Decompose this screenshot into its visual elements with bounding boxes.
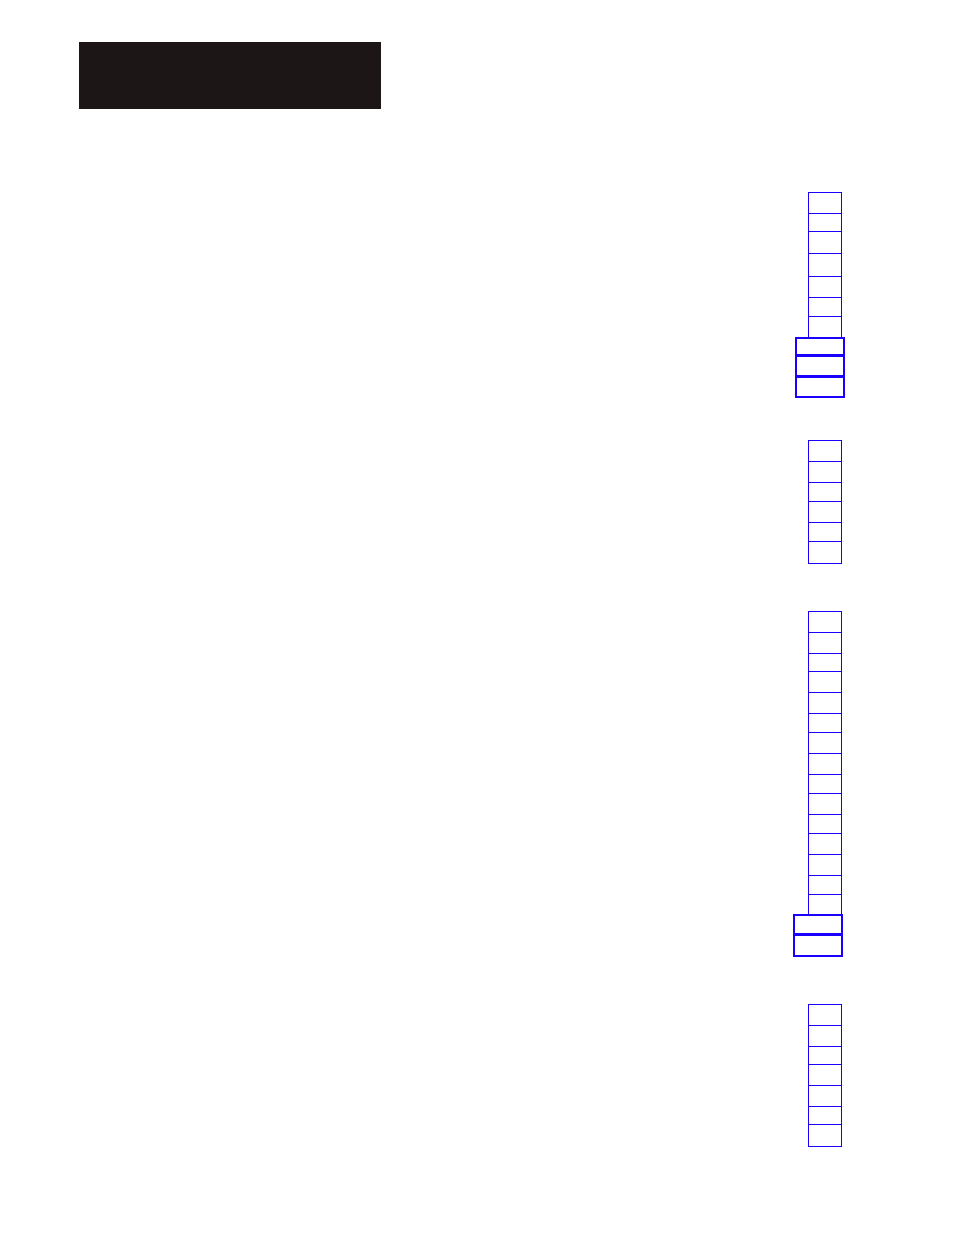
header-black-box: [79, 42, 381, 109]
link-cell[interactable]: [808, 653, 842, 672]
link-cell[interactable]: [808, 501, 842, 523]
link-cell[interactable]: [793, 914, 843, 935]
link-cell[interactable]: [808, 793, 842, 815]
link-cell[interactable]: [808, 1124, 842, 1147]
link-cell[interactable]: [808, 522, 842, 542]
link-cell[interactable]: [808, 814, 842, 834]
link-cell[interactable]: [795, 355, 845, 377]
link-cell[interactable]: [808, 316, 842, 338]
link-cell[interactable]: [808, 192, 842, 214]
link-cell[interactable]: [808, 611, 842, 633]
link-cell[interactable]: [808, 875, 842, 895]
link-cell[interactable]: [808, 1046, 842, 1065]
link-cell[interactable]: [808, 213, 842, 232]
link-cell[interactable]: [808, 774, 842, 794]
link-cell[interactable]: [795, 337, 845, 356]
link-cell[interactable]: [808, 713, 842, 733]
link-cell[interactable]: [808, 276, 842, 298]
link-cell[interactable]: [808, 1064, 842, 1086]
link-cell[interactable]: [808, 1085, 842, 1107]
link-cell[interactable]: [808, 833, 842, 855]
link-cell[interactable]: [808, 541, 842, 564]
link-cell[interactable]: [808, 1106, 842, 1125]
link-cell[interactable]: [808, 854, 842, 876]
link-cell[interactable]: [808, 671, 842, 693]
link-cell[interactable]: [808, 253, 842, 277]
link-cell[interactable]: [808, 692, 842, 714]
link-cell[interactable]: [808, 461, 842, 483]
link-cell[interactable]: [808, 440, 842, 462]
link-cell[interactable]: [808, 732, 842, 754]
link-cell[interactable]: [808, 297, 842, 317]
link-cell[interactable]: [808, 894, 842, 915]
link-cell[interactable]: [808, 753, 842, 775]
link-cell[interactable]: [808, 1004, 842, 1026]
link-cell[interactable]: [795, 376, 845, 398]
link-cell[interactable]: [808, 231, 842, 254]
link-cell[interactable]: [793, 934, 843, 957]
link-cell[interactable]: [808, 1025, 842, 1047]
link-cell[interactable]: [808, 482, 842, 502]
link-cell[interactable]: [808, 632, 842, 654]
